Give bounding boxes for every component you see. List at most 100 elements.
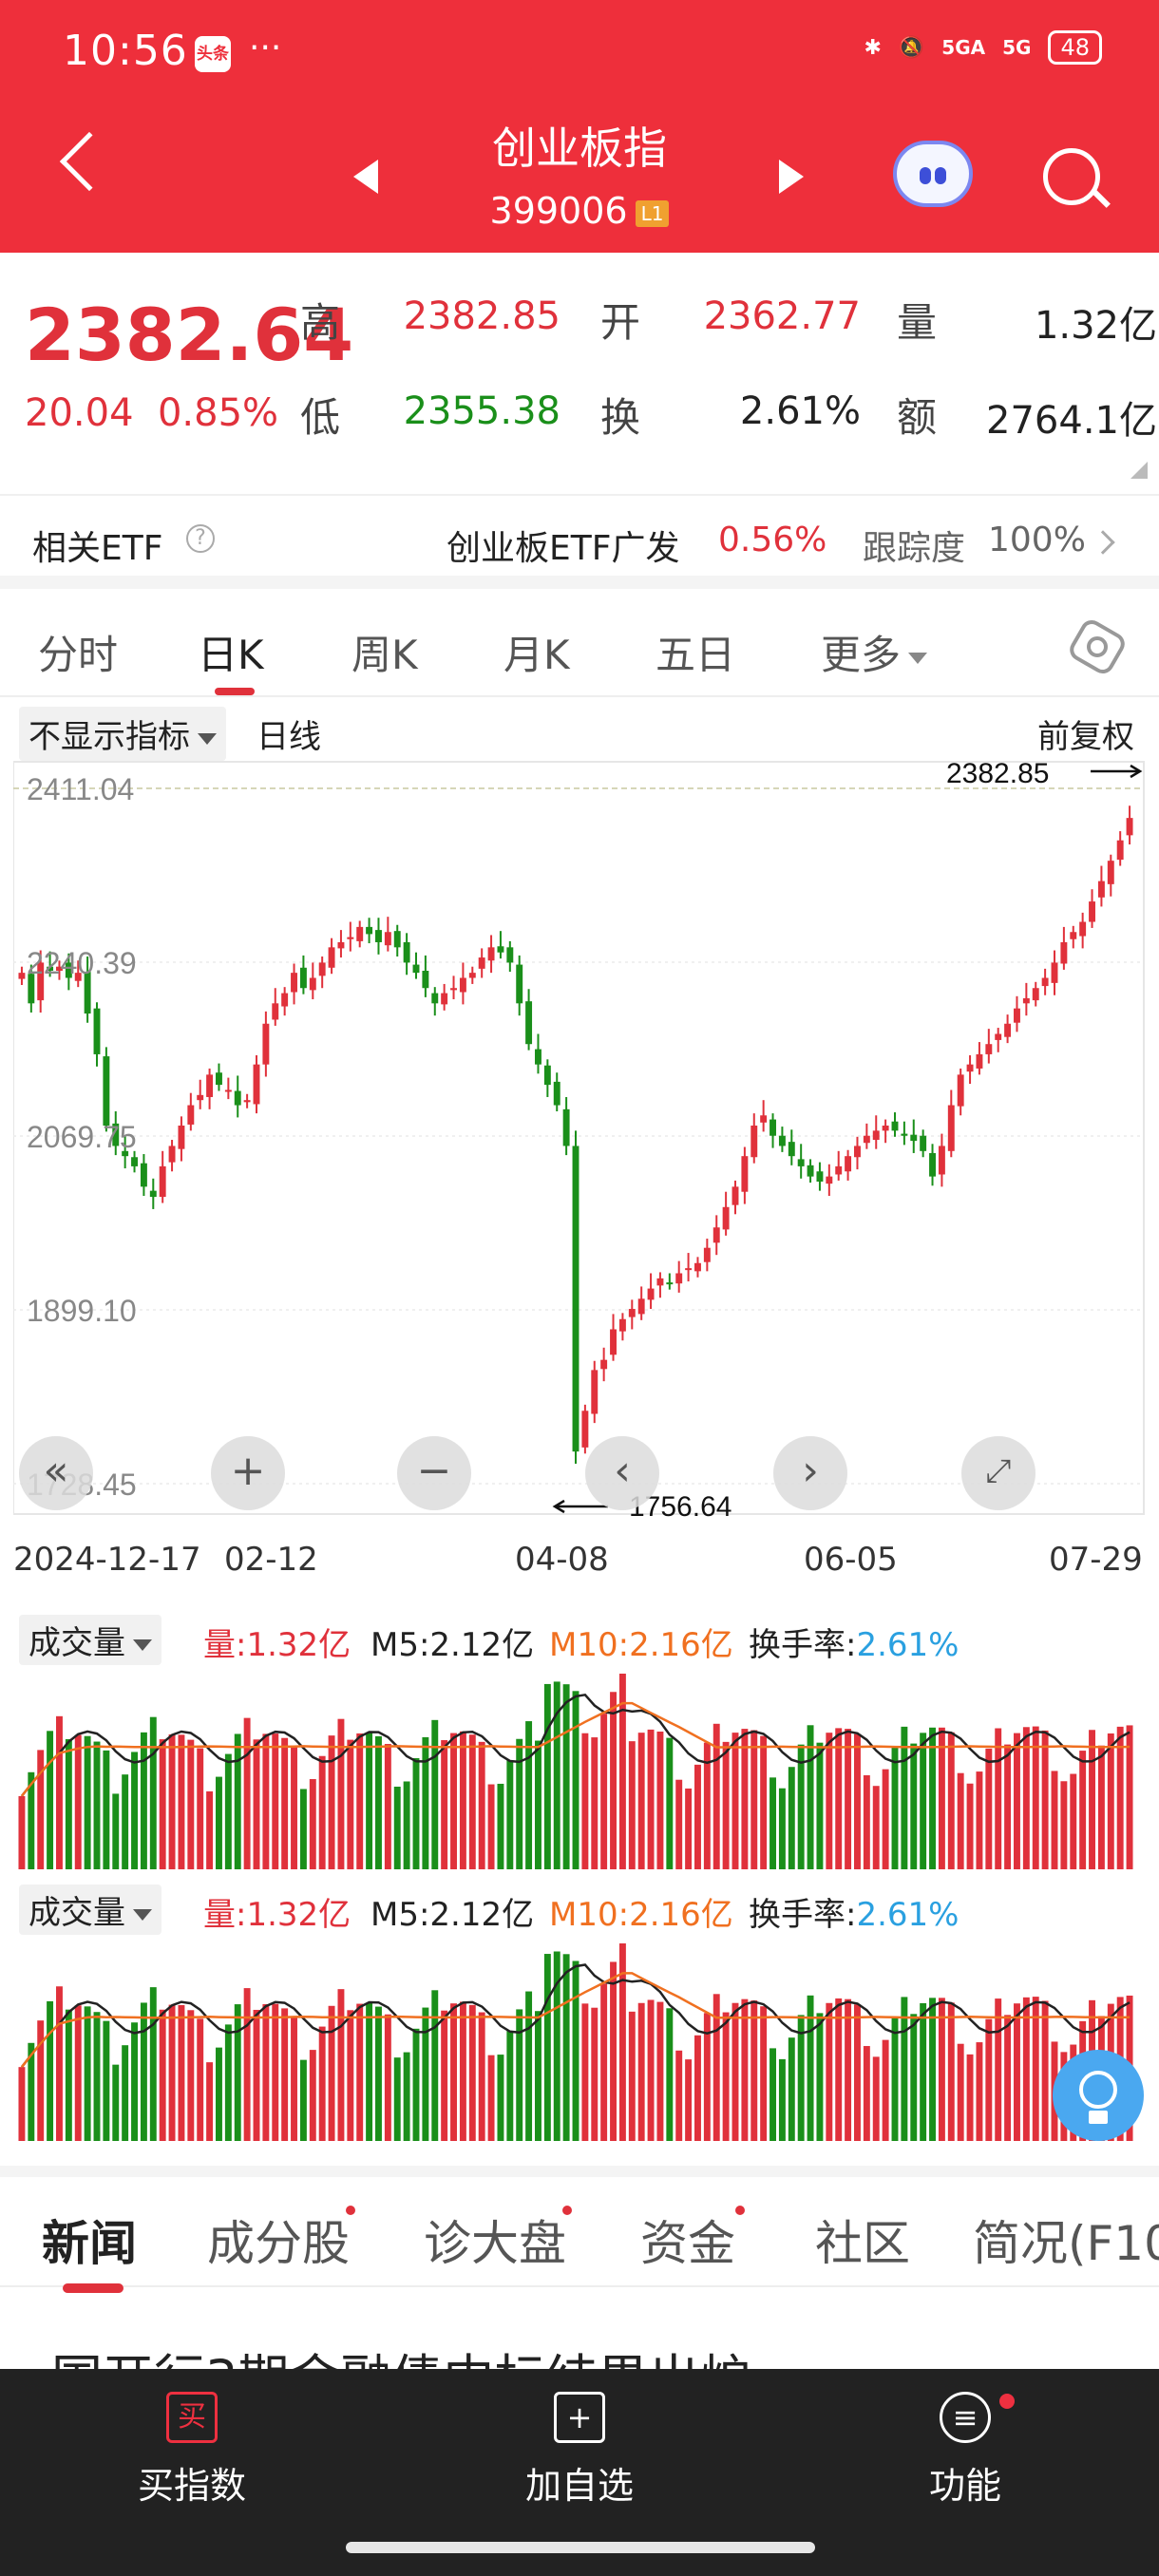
- candle-body: [920, 1135, 927, 1151]
- candle-body: [1079, 921, 1087, 937]
- index-code: 399006: [489, 190, 628, 232]
- volume-bar: [807, 1995, 814, 2141]
- candle-body: [647, 1288, 655, 1300]
- candle-body: [891, 1121, 899, 1131]
- candle-body: [816, 1171, 824, 1182]
- volume-indicator-select[interactable]: 成交量: [19, 1615, 162, 1665]
- volume-bar: [610, 1692, 617, 1869]
- candle-body: [901, 1133, 908, 1136]
- volume-bar: [347, 1739, 354, 1869]
- home-indicator: [346, 2542, 815, 2553]
- volume-bar: [122, 1774, 129, 1869]
- volume-bar: [206, 1790, 214, 1869]
- volume-bar: [591, 2007, 598, 2141]
- candle-body: [441, 993, 448, 1005]
- volume-bar: [168, 2004, 176, 2141]
- volume-indicator-select[interactable]: 成交量: [19, 1885, 162, 1935]
- tab-f10[interactable]: 简况(F10: [973, 2216, 1159, 2271]
- volume-bar: [243, 1988, 251, 2141]
- candle-body: [206, 1074, 214, 1097]
- tracking-value: 100%: [988, 521, 1086, 559]
- buy-index-button[interactable]: 买 买指数: [49, 2392, 334, 2509]
- candle-body: [826, 1176, 833, 1184]
- tab-more[interactable]: 更多: [821, 623, 928, 681]
- volume-bar: [1004, 1744, 1012, 1869]
- tab-community[interactable]: 社区: [815, 2216, 910, 2271]
- expand-quote-icon[interactable]: [1130, 462, 1148, 479]
- tab-monthly-k[interactable]: 月K: [504, 632, 570, 678]
- candle-body: [1070, 932, 1077, 939]
- tab-intraday[interactable]: 分时: [38, 632, 119, 678]
- candle-body: [412, 964, 420, 974]
- volume-bar: [600, 1983, 608, 2141]
- candle-body: [468, 973, 476, 978]
- related-etf-row[interactable]: 相关ETF ? 创业板ETF广发 0.56% 跟踪度 100%: [0, 494, 1159, 589]
- tab-five-day[interactable]: 五日: [656, 632, 736, 678]
- tab-news[interactable]: 新闻: [42, 2216, 137, 2271]
- volume-bar: [750, 1730, 758, 1869]
- candle-body: [1004, 1023, 1012, 1037]
- candle-body: [1116, 840, 1124, 861]
- tab-daily-k[interactable]: 日K: [198, 632, 264, 678]
- volume-bar: [384, 2014, 391, 2141]
- candle-body: [666, 1282, 674, 1285]
- next-index-icon[interactable]: [779, 160, 804, 194]
- vol-label: 量:: [203, 1896, 247, 1934]
- candle-body: [47, 966, 54, 971]
- search-icon[interactable]: [1043, 148, 1100, 205]
- volume-bar: [197, 1748, 204, 1869]
- volume-bar: [84, 2006, 91, 2141]
- volume-bar: [47, 1731, 54, 1869]
- volume-bar: [845, 1729, 852, 1869]
- candle-body: [741, 1156, 749, 1192]
- turnover-stat: 换手率:2.61%: [749, 1888, 959, 1935]
- volume-bar: [393, 1786, 401, 1869]
- candle-body: [572, 1146, 580, 1452]
- tab-weekly-k[interactable]: 周K: [352, 632, 418, 678]
- volume-bar: [543, 1683, 551, 1869]
- plus-icon: +: [554, 2392, 605, 2443]
- assistant-robot-icon[interactable]: [893, 141, 973, 207]
- volume-bar: [947, 1732, 955, 1869]
- tab-capital[interactable]: 资金: [640, 2216, 735, 2271]
- candle-body: [872, 1130, 880, 1141]
- candle-body: [375, 930, 382, 942]
- tab-diagnosis[interactable]: 诊大盘: [424, 2216, 566, 2271]
- help-icon[interactable]: ?: [186, 524, 215, 553]
- volume-bar: [816, 1742, 824, 1869]
- volume-bar: [272, 2003, 279, 2141]
- volume-bar: [93, 2012, 101, 2141]
- volume-bar: [957, 2043, 964, 2141]
- fullscreen-icon[interactable]: ⤢: [961, 1436, 1036, 1510]
- volume-bar: [140, 1732, 147, 1869]
- scroll-right-icon[interactable]: ›: [773, 1436, 847, 1510]
- volume-bar: [863, 1775, 870, 1869]
- volume-bar: [112, 1793, 120, 1869]
- candle-body: [929, 1152, 936, 1177]
- scroll-left-icon[interactable]: ‹: [585, 1436, 659, 1510]
- add-watchlist-button[interactable]: + 加自选: [437, 2392, 722, 2509]
- candle-body: [732, 1186, 739, 1205]
- candle-body: [618, 1318, 626, 1332]
- candle-body: [1107, 861, 1114, 884]
- volume-bar: [572, 1691, 580, 1869]
- candle-body: [149, 1190, 157, 1198]
- adjust-mode[interactable]: 前复权: [1037, 718, 1134, 756]
- rewind-icon[interactable]: «: [19, 1436, 93, 1510]
- volume-bar: [525, 1991, 533, 2141]
- zoom-out-icon[interactable]: −: [397, 1436, 471, 1510]
- volume-bar: [243, 1717, 251, 1869]
- volume-bar: [281, 2008, 289, 2141]
- zoom-in-icon[interactable]: +: [211, 1436, 285, 1510]
- tab-components[interactable]: 成分股: [207, 2216, 350, 2271]
- volume-bar: [1014, 1733, 1020, 1869]
- candle-body: [957, 1074, 964, 1107]
- min-arrow-head: [552, 1499, 565, 1514]
- m10-value: 2.16亿: [629, 1896, 733, 1934]
- volume-bar: [600, 1714, 608, 1869]
- candle-body: [459, 977, 466, 993]
- indicator-select[interactable]: 不显示指标: [19, 707, 226, 761]
- functions-button[interactable]: ≡ 功能: [823, 2392, 1108, 2509]
- prev-index-icon[interactable]: [353, 160, 378, 194]
